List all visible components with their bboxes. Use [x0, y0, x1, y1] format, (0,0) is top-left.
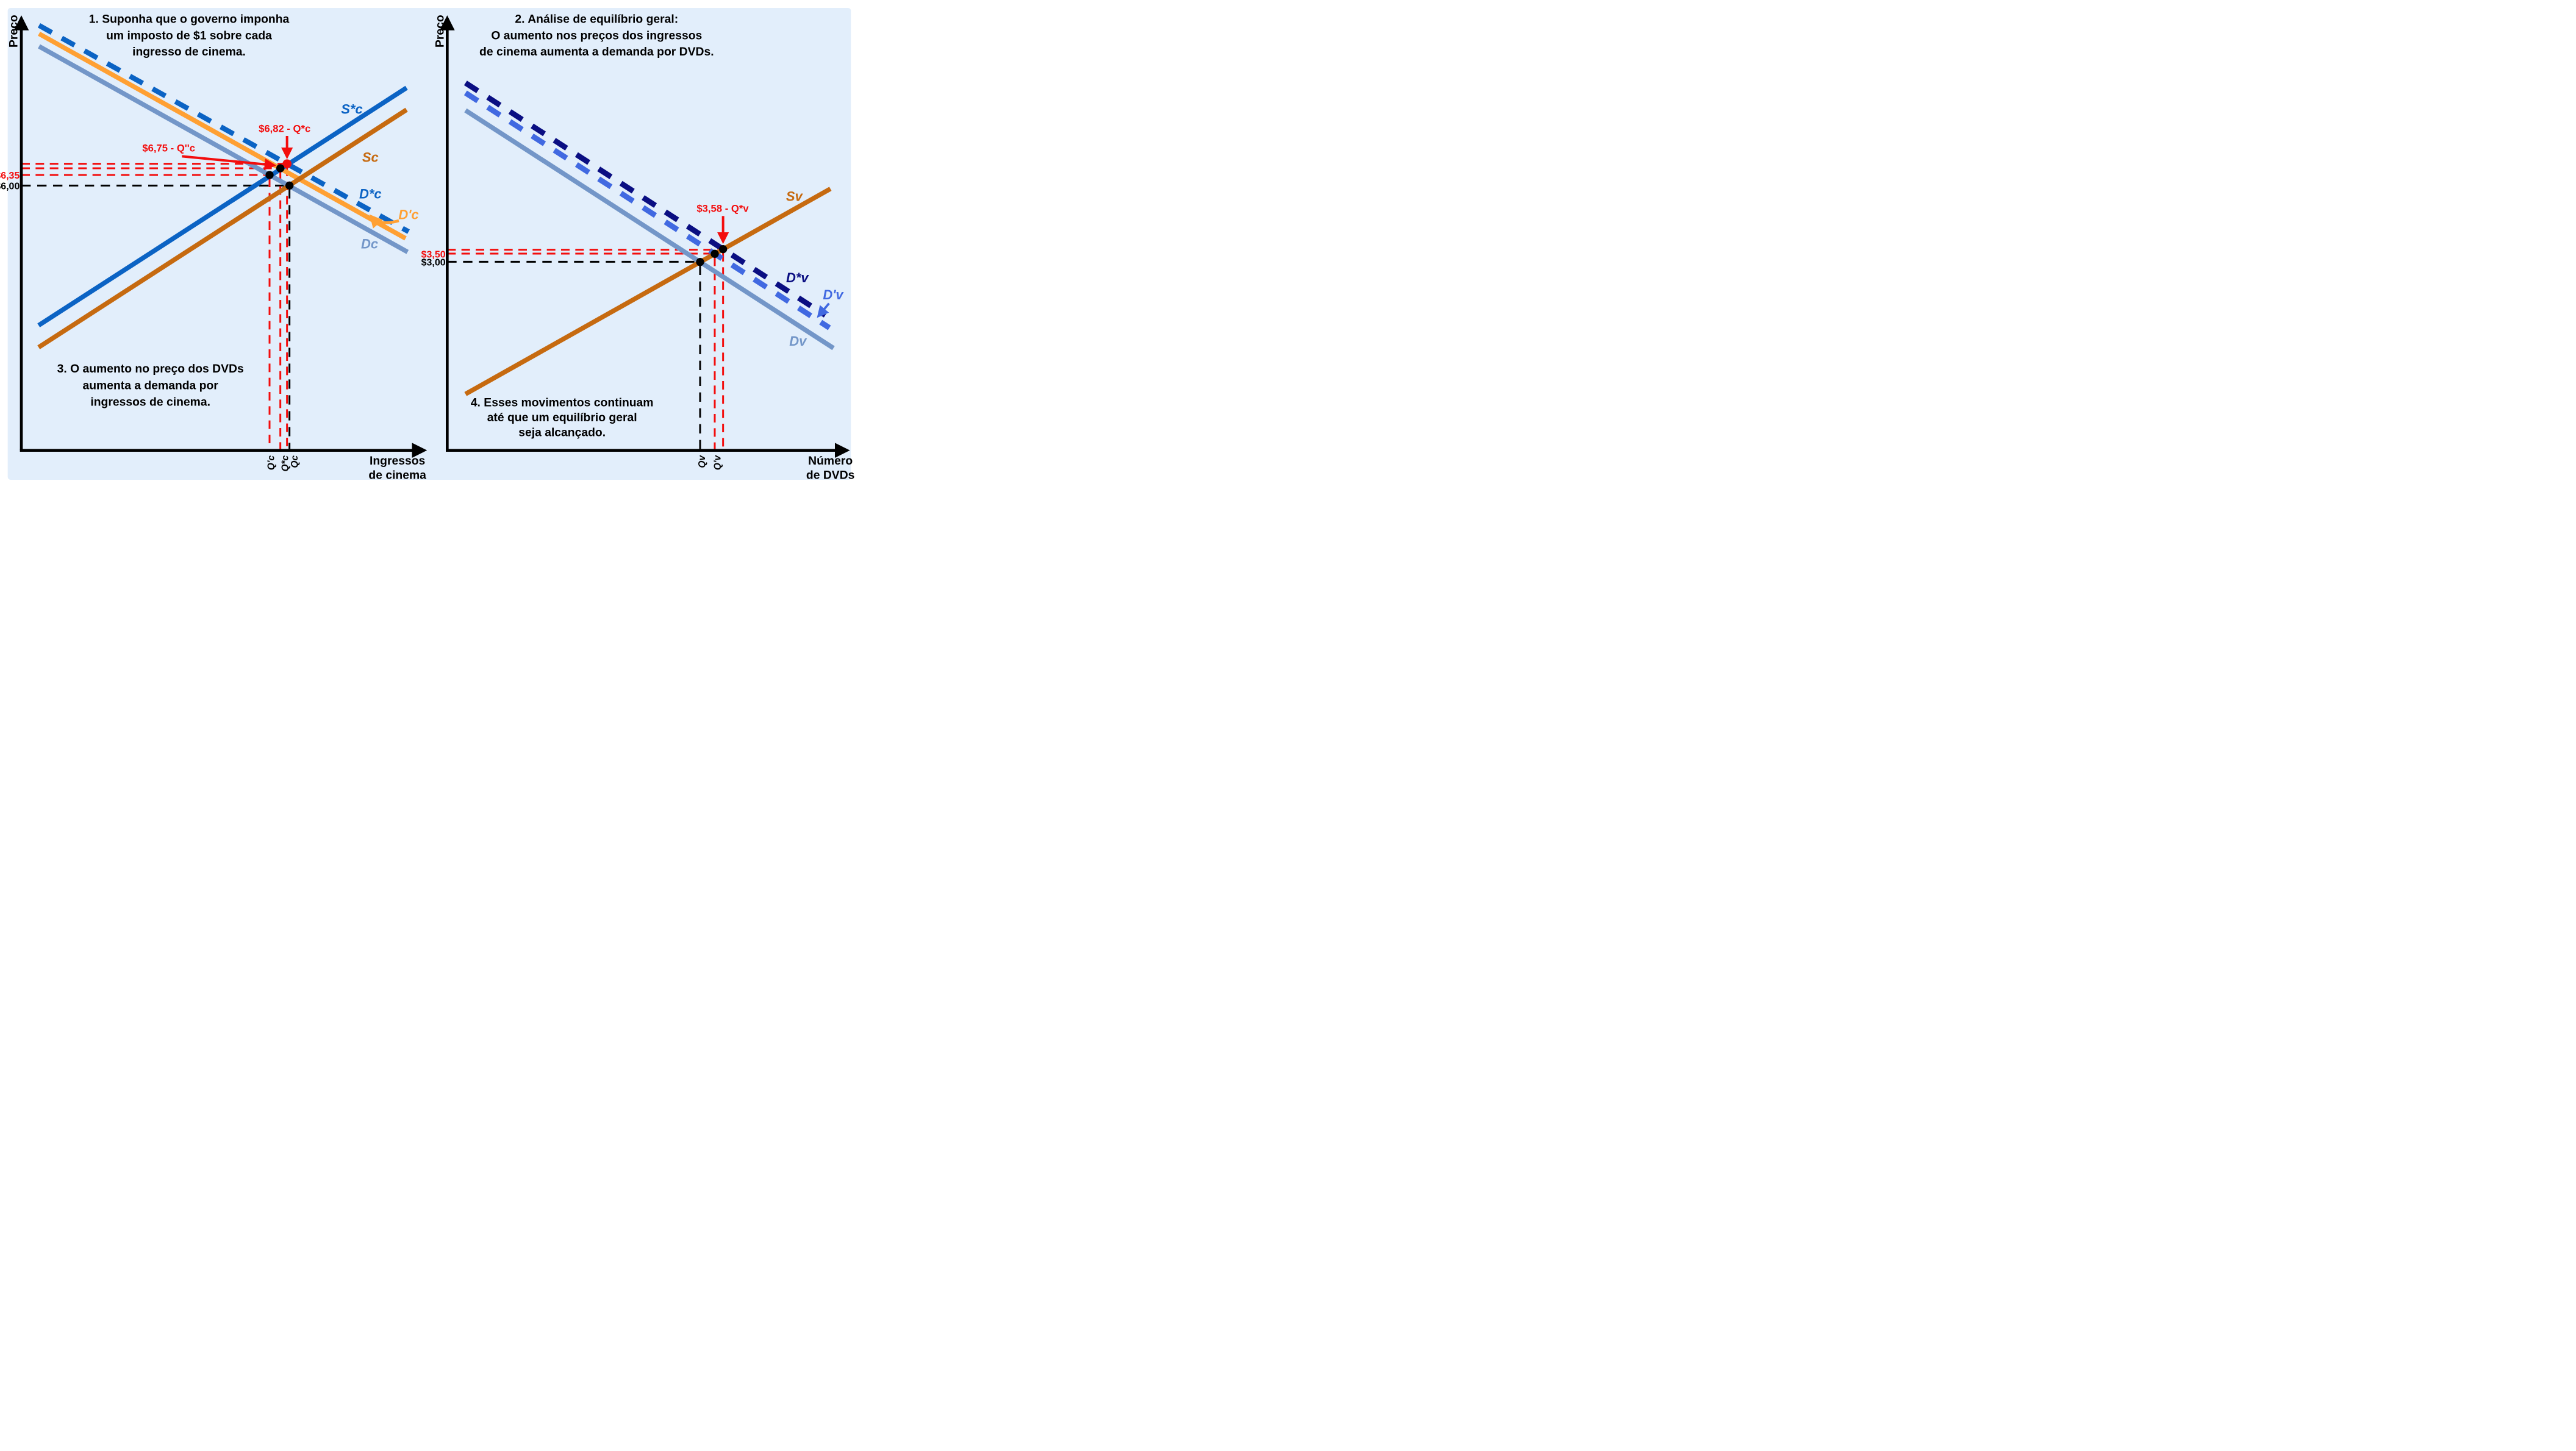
left-guide-lines — [21, 163, 291, 449]
left-y-axis-label: Preço — [7, 15, 20, 48]
right-note-bottom-line1: 4. Esses movimentos continuam — [471, 396, 654, 409]
panel-background — [7, 8, 851, 480]
left-note-top-line2: um imposto de $1 sobre cada — [106, 29, 272, 42]
annotation-eq-mid-left: $6,75 - Q''c — [142, 143, 195, 154]
annotation-eq-new-right: $3,58 - Q*v — [696, 203, 749, 215]
price-635: $6,35 — [0, 171, 20, 181]
right-note-top-line3: de cinema aumenta a demanda por DVDs. — [479, 46, 714, 59]
arrow-d-prime-c-icon — [369, 214, 399, 229]
left-note-top-line3: ingresso de cinema. — [132, 46, 246, 59]
point-eq-600 — [285, 181, 294, 190]
right-guide-lines — [447, 249, 724, 449]
general-equilibrium-figure: Preço 1. Suponha que o governo imponha u… — [0, 0, 859, 484]
qty-label-qprimec: Q'c — [266, 455, 276, 471]
right-x-axis-label-line1: Número — [808, 455, 853, 468]
label-d-c: Dc — [361, 237, 378, 252]
label-s-c: Sc — [362, 149, 379, 165]
price-350: $3,50 — [421, 249, 446, 260]
left-chart: Preço 1. Suponha que o governo imponha u… — [0, 13, 428, 482]
curve-s-c — [37, 107, 408, 349]
price-600: $6,00 — [0, 181, 20, 191]
point-eq-300 — [696, 258, 704, 266]
annotation-eq-new-left: $6,82 - Q*c — [259, 123, 310, 134]
curve-d-star-v — [463, 80, 827, 318]
curve-d-c — [38, 44, 409, 254]
right-note-bottom-line2: até que um equilíbrio geral — [487, 412, 637, 424]
curve-d-star-c — [37, 23, 410, 234]
qty-label-qc: Qc — [290, 455, 300, 468]
right-note-top-line2: O aumento nos preços dos ingressos — [491, 29, 702, 42]
curve-s-v — [464, 187, 832, 396]
label-s-star-c: S*c — [341, 101, 362, 116]
right-chart: Preço 2. Análise de equilíbrio geral: O … — [421, 13, 855, 482]
label-s-v: Sv — [786, 189, 804, 204]
point-eq-635 — [265, 171, 274, 179]
point-eq-675 — [276, 164, 285, 173]
left-note-bottom-line3: ingressos de cinema. — [90, 396, 210, 409]
point-eq-new-red — [282, 159, 292, 168]
curve-d-prime-v — [463, 90, 831, 330]
point-eq-350 — [710, 249, 719, 258]
price-300: $3,00 — [421, 258, 446, 268]
right-note-top-line1: 2. Análise de equilíbrio geral: — [515, 13, 678, 26]
left-note-bottom-line1: 3. O aumento no preço dos DVDs — [57, 363, 244, 376]
left-note-bottom-line2: aumenta a demanda por — [82, 379, 218, 392]
label-d-prime-v: D'v — [823, 287, 844, 302]
left-note-top-line1: 1. Suponha que o governo imponha — [89, 13, 290, 26]
left-x-axis-label-line1: Ingressos — [370, 455, 425, 468]
curve-s-star-c — [37, 85, 408, 327]
label-d-star-v: D*v — [786, 270, 809, 285]
arrow-675-icon — [182, 155, 277, 171]
label-d-star-c: D*c — [359, 186, 382, 201]
arrow-d-prime-v-icon — [817, 302, 830, 318]
qty-label-qstarc: Q*c — [281, 455, 291, 472]
label-d-prime-c: D'c — [398, 207, 418, 223]
right-x-axis-label-line2: de DVDs — [806, 469, 854, 482]
qty-label-qprimev: Q'v — [713, 455, 723, 471]
label-d-v: Dv — [789, 333, 807, 349]
left-x-axis-label-line2: de cinema — [368, 469, 426, 482]
qty-label-qv: Qv — [697, 455, 707, 468]
point-eq-358 — [719, 245, 728, 254]
right-note-bottom-line3: seja alcançado. — [518, 427, 606, 440]
curve-d-v — [464, 108, 835, 351]
figure-canvas: Preço 1. Suponha que o governo imponha u… — [0, 8, 855, 482]
curve-d-prime-c — [38, 31, 407, 241]
right-y-axis-label: Preço — [434, 15, 446, 48]
